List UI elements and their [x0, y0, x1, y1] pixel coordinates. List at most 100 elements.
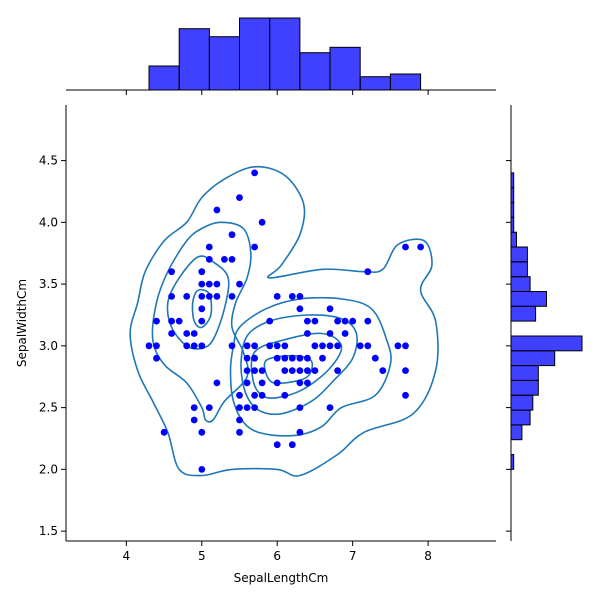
- scatter-point: [311, 342, 319, 350]
- scatter-point: [198, 268, 206, 276]
- scatter-point: [243, 342, 251, 350]
- scatter-point: [334, 367, 341, 374]
- x-tick-label: 8: [424, 549, 432, 563]
- x-hist-bar: [269, 17, 301, 91]
- scatter-point: [243, 379, 251, 387]
- y-axis-label: SepalWidthCm: [15, 279, 29, 367]
- y-hist-bar: [510, 335, 583, 352]
- x-hist-bar: [389, 73, 422, 91]
- scatter-point: [296, 379, 304, 387]
- scatter-point: [273, 379, 281, 387]
- scatter-point: [198, 342, 206, 350]
- scatter-point: [319, 342, 326, 350]
- scatter-point: [304, 317, 311, 325]
- top-histogram: [66, 17, 496, 95]
- scatter-point: [258, 218, 266, 226]
- scatter-point: [281, 342, 289, 350]
- scatter-point: [251, 404, 258, 411]
- y-hist-bar: [510, 231, 517, 248]
- scatter-point: [183, 293, 191, 300]
- scatter-point: [326, 305, 334, 313]
- x-hist-bar: [178, 28, 210, 91]
- x-tick-label: 4: [123, 549, 131, 563]
- scatter-point: [236, 280, 243, 288]
- x-hist-bar: [239, 17, 271, 91]
- scatter-point: [205, 256, 213, 263]
- scatter-point: [266, 342, 274, 350]
- scatter-point: [402, 243, 409, 251]
- scatter-point: [296, 404, 304, 411]
- scatter-point: [251, 169, 258, 177]
- scatter-point: [334, 317, 341, 325]
- scatter-point: [198, 317, 206, 325]
- scatter-point: [326, 404, 334, 411]
- main-axes: 4 5 6 7 8 1.5 2.0 2.5 3.0 3.5 4.0 4.5: [39, 105, 496, 563]
- y-tick-label: 3.5: [39, 277, 58, 291]
- scatter-point: [190, 342, 198, 350]
- main-plot: 4 5 6 7 8 1.5 2.0 2.5 3.0 3.5 4.0 4.5: [39, 105, 496, 563]
- right-histogram: [506, 105, 583, 541]
- scatter-point: [258, 367, 266, 374]
- scatter-point: [304, 379, 311, 387]
- scatter-point: [304, 354, 311, 362]
- scatter-point: [326, 342, 334, 350]
- scatter-point: [213, 293, 221, 300]
- y-tick-label: 3.0: [39, 339, 58, 353]
- scatter-point: [228, 342, 236, 350]
- scatter-point: [236, 391, 243, 399]
- scatter-point: [221, 256, 228, 263]
- x-hist-bar: [329, 46, 361, 91]
- scatter-point: [236, 194, 243, 202]
- scatter-point: [153, 354, 160, 362]
- scatter-point: [183, 342, 191, 350]
- x-hist-bar: [208, 36, 241, 91]
- scatter-point: [311, 317, 319, 325]
- x-tick-label: 7: [349, 549, 357, 563]
- scatter-point: [371, 354, 379, 362]
- scatter-point: [190, 404, 198, 411]
- scatter-point: [251, 354, 258, 362]
- x-hist-bar: [299, 52, 331, 91]
- scatter-point: [319, 354, 326, 362]
- scatter-point: [341, 330, 349, 337]
- scatter-point: [341, 317, 349, 325]
- scatter-point: [273, 441, 281, 449]
- scatter-point: [251, 243, 258, 251]
- scatter-point: [183, 330, 191, 337]
- scatter-point: [258, 379, 266, 387]
- scatter-point: [281, 367, 289, 374]
- scatter-point: [198, 466, 206, 473]
- scatter-point: [168, 330, 176, 337]
- kde-contour-6: [250, 332, 343, 399]
- y-tick-label: 2.0: [39, 462, 58, 476]
- y-tick-label: 1.5: [39, 524, 58, 538]
- scatter-point: [296, 367, 304, 374]
- scatter-point: [228, 293, 236, 300]
- scatter-point: [364, 268, 372, 276]
- scatter-point: [205, 243, 213, 251]
- y-hist-bar: [510, 394, 534, 411]
- y-hist-bar: [510, 291, 547, 307]
- x-tick-label: 6: [273, 549, 281, 563]
- x-tick-label: 5: [198, 549, 206, 563]
- y-hist-bar: [510, 261, 528, 278]
- scatter-point: [364, 342, 372, 350]
- scatter-point: [304, 330, 311, 337]
- kde-contour-2: [151, 221, 252, 423]
- kde-contour-3: [229, 296, 392, 437]
- scatter-point: [364, 317, 372, 325]
- kde-contour-4: [166, 255, 230, 350]
- scatter-point: [243, 404, 251, 411]
- scatter-point: [326, 330, 334, 337]
- scatter-point: [402, 391, 409, 399]
- scatter-point: [334, 342, 341, 350]
- scatter-point: [273, 354, 281, 362]
- scatter-point: [168, 268, 176, 276]
- y-hist-bar: [510, 424, 523, 441]
- scatter-point: [273, 342, 281, 350]
- scatter-point: [349, 317, 357, 325]
- scatter-point: [251, 391, 258, 399]
- scatter-point: [205, 404, 213, 411]
- scatter-point: [243, 367, 251, 374]
